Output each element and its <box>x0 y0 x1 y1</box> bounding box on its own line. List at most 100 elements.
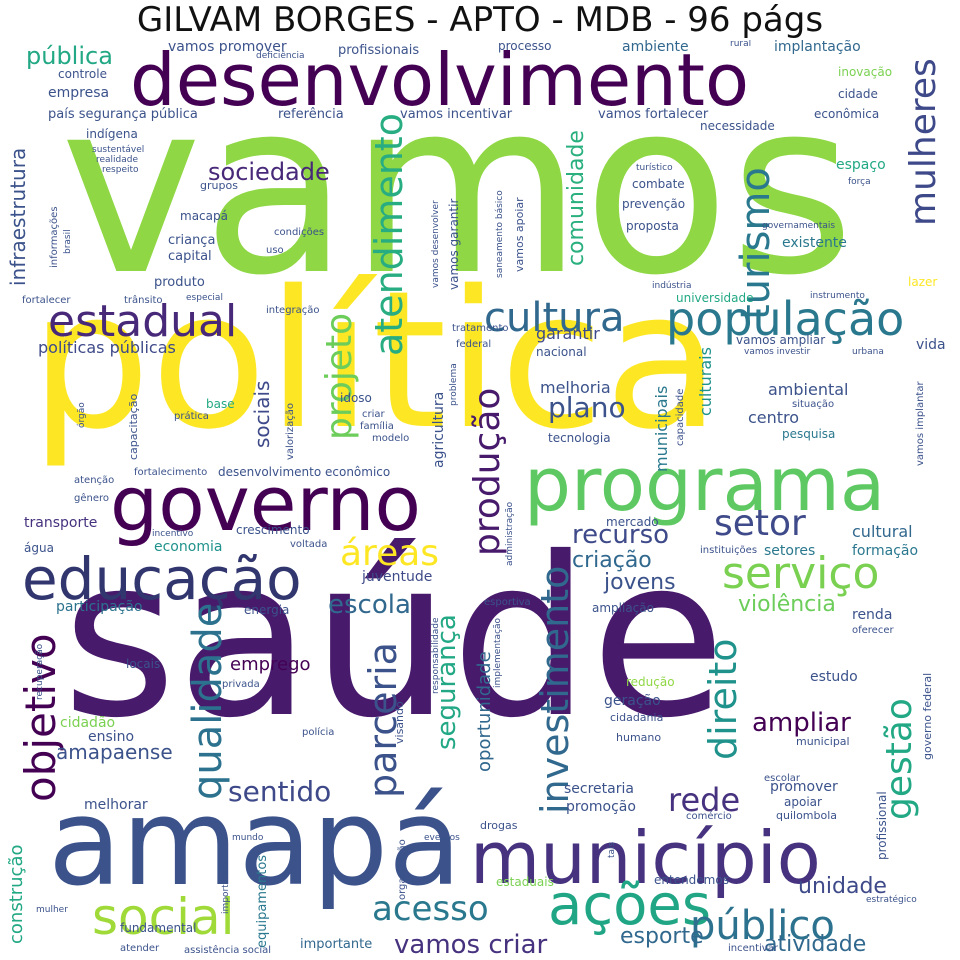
word-turistico: turístico <box>636 163 673 173</box>
word-construcao: construção <box>6 844 27 944</box>
word-transito: trânsito <box>124 295 163 306</box>
word-voltada: voltada <box>290 539 328 550</box>
word-crescimento: crescimento <box>236 523 310 537</box>
word-sentido: sentido <box>228 775 332 808</box>
word-promover: promover <box>770 779 838 795</box>
word-base: base <box>206 397 235 411</box>
word-publica: pública <box>26 42 113 70</box>
word-jovens: jovens <box>604 570 676 595</box>
word-cultura: cultura <box>484 295 625 341</box>
word-estrategico: estratégico <box>866 895 917 905</box>
word-capacitacao: capacitação <box>127 393 140 460</box>
word-respeito: respeito <box>102 165 139 175</box>
word-deficiencia: deficiência <box>256 51 305 61</box>
word-servico: serviço <box>722 548 880 599</box>
word-agua: água <box>24 541 54 555</box>
word-ampliacao: ampliação <box>592 601 654 615</box>
word-mundo: mundo <box>232 833 264 843</box>
word-fortalecer: fortalecer <box>22 295 71 306</box>
word-acesso: acesso <box>372 889 489 929</box>
word-vamos-ampliar: vamos ampliar <box>736 333 826 347</box>
word-inovacao: inovação <box>838 65 893 79</box>
word-combate: combate <box>632 177 685 191</box>
word-vamos: vamos <box>60 48 855 328</box>
word-desenvolvimento: desenvolvimento <box>130 40 750 122</box>
word-incentivar: incentivar <box>728 943 778 954</box>
word-economica: econômica <box>814 107 880 121</box>
word-humano: humano <box>616 731 662 744</box>
word-processo: processo <box>498 40 552 53</box>
word-realidade: realidade <box>96 155 139 165</box>
word-policia: polícia <box>302 727 335 738</box>
word-sustentavel: sustentável <box>92 145 145 155</box>
word-organizacao: organização <box>397 839 408 900</box>
word-atender: atender <box>120 943 160 954</box>
word-tratamento: tratamento <box>452 323 509 334</box>
word-populacao: população <box>666 292 905 346</box>
word-integracao: integração <box>266 305 320 316</box>
word-indigena: indígena <box>86 127 138 141</box>
word-criacao: criação <box>572 548 652 573</box>
word-administracao: administração <box>505 501 515 566</box>
word-controle: controle <box>58 67 107 81</box>
word-orgao: órgão <box>77 402 87 428</box>
word-publico: público <box>690 903 835 949</box>
word-importancia: importância <box>221 860 231 914</box>
word-cidadania: cidadania <box>610 711 664 724</box>
word-federal: federal <box>456 339 492 350</box>
word-urbana: urbana <box>852 347 884 357</box>
word-mulher: mulher <box>36 905 68 915</box>
word-amapa: amapá <box>48 774 462 913</box>
word-familia: família <box>360 421 394 432</box>
word-rural: rural <box>730 40 752 49</box>
word-condicoes: condições <box>274 227 325 238</box>
word-governamentais: governamentais <box>762 221 836 231</box>
word-investimento: investimento <box>533 565 577 814</box>
word-participacao: participação <box>56 599 143 615</box>
word-incentivo: incentivo <box>152 529 194 539</box>
word-produto: produto <box>154 275 205 290</box>
word-infraestrutura: infraestrutura <box>6 147 30 286</box>
word-cidadao: cidadão <box>60 715 116 731</box>
word-comercio: comércio <box>686 811 732 822</box>
word-genero: gênero <box>74 493 109 504</box>
word-capacidade: capacidade <box>675 388 686 446</box>
word-escolar: escolar <box>764 773 800 784</box>
word-referencia: referência <box>278 107 344 122</box>
word-saneamento-basico: saneamento básico <box>495 190 505 278</box>
word-proposta: proposta <box>626 219 679 233</box>
word-sociais: sociais <box>250 380 274 448</box>
word-atendimento: atendimento <box>367 113 411 356</box>
word-privada: privada <box>222 679 260 690</box>
word-municipais: municipais <box>652 385 671 472</box>
word-idoso: idoso <box>340 391 372 405</box>
word-vamos-incentivar: vamos incentivar <box>400 107 513 122</box>
word-capital: capital <box>168 249 212 264</box>
word-violencia: violência <box>738 592 836 617</box>
word-tecnologia: tecnologia <box>548 431 611 445</box>
word-plano: plano <box>548 391 626 424</box>
word-quilombola: quilombola <box>776 809 838 822</box>
word-assistencia-social: assistência social <box>184 945 272 956</box>
word-politicas-publicas: políticas públicas <box>38 338 176 357</box>
word-setores: setores <box>764 543 816 559</box>
word-recuperacao: recuperação <box>35 643 45 700</box>
word-importante: importante <box>300 937 373 952</box>
word-pais-seguranca-publica: país segurança pública <box>48 107 198 122</box>
word-fortalecimento: fortalecimento <box>134 467 208 478</box>
word-escola: escola <box>328 590 411 620</box>
word-estaduais: estaduais <box>496 875 554 889</box>
word-programa: programa <box>524 442 886 528</box>
word-acoes: ações <box>548 873 711 938</box>
word-emprego: emprego <box>230 654 311 675</box>
word-universidade: universidade <box>676 291 754 305</box>
word-brasil: brasil <box>63 229 73 254</box>
word-pesquisa: pesquisa <box>782 427 836 441</box>
word-promocao: promoção <box>566 799 636 815</box>
word-culturais: culturais <box>696 347 715 416</box>
word-atividade: atividade <box>764 932 867 957</box>
word-cultural: cultural <box>852 522 913 541</box>
word-energia: energia <box>244 603 290 617</box>
word-tais: tais <box>607 841 617 858</box>
word-entendemos: entendemos <box>654 873 729 887</box>
